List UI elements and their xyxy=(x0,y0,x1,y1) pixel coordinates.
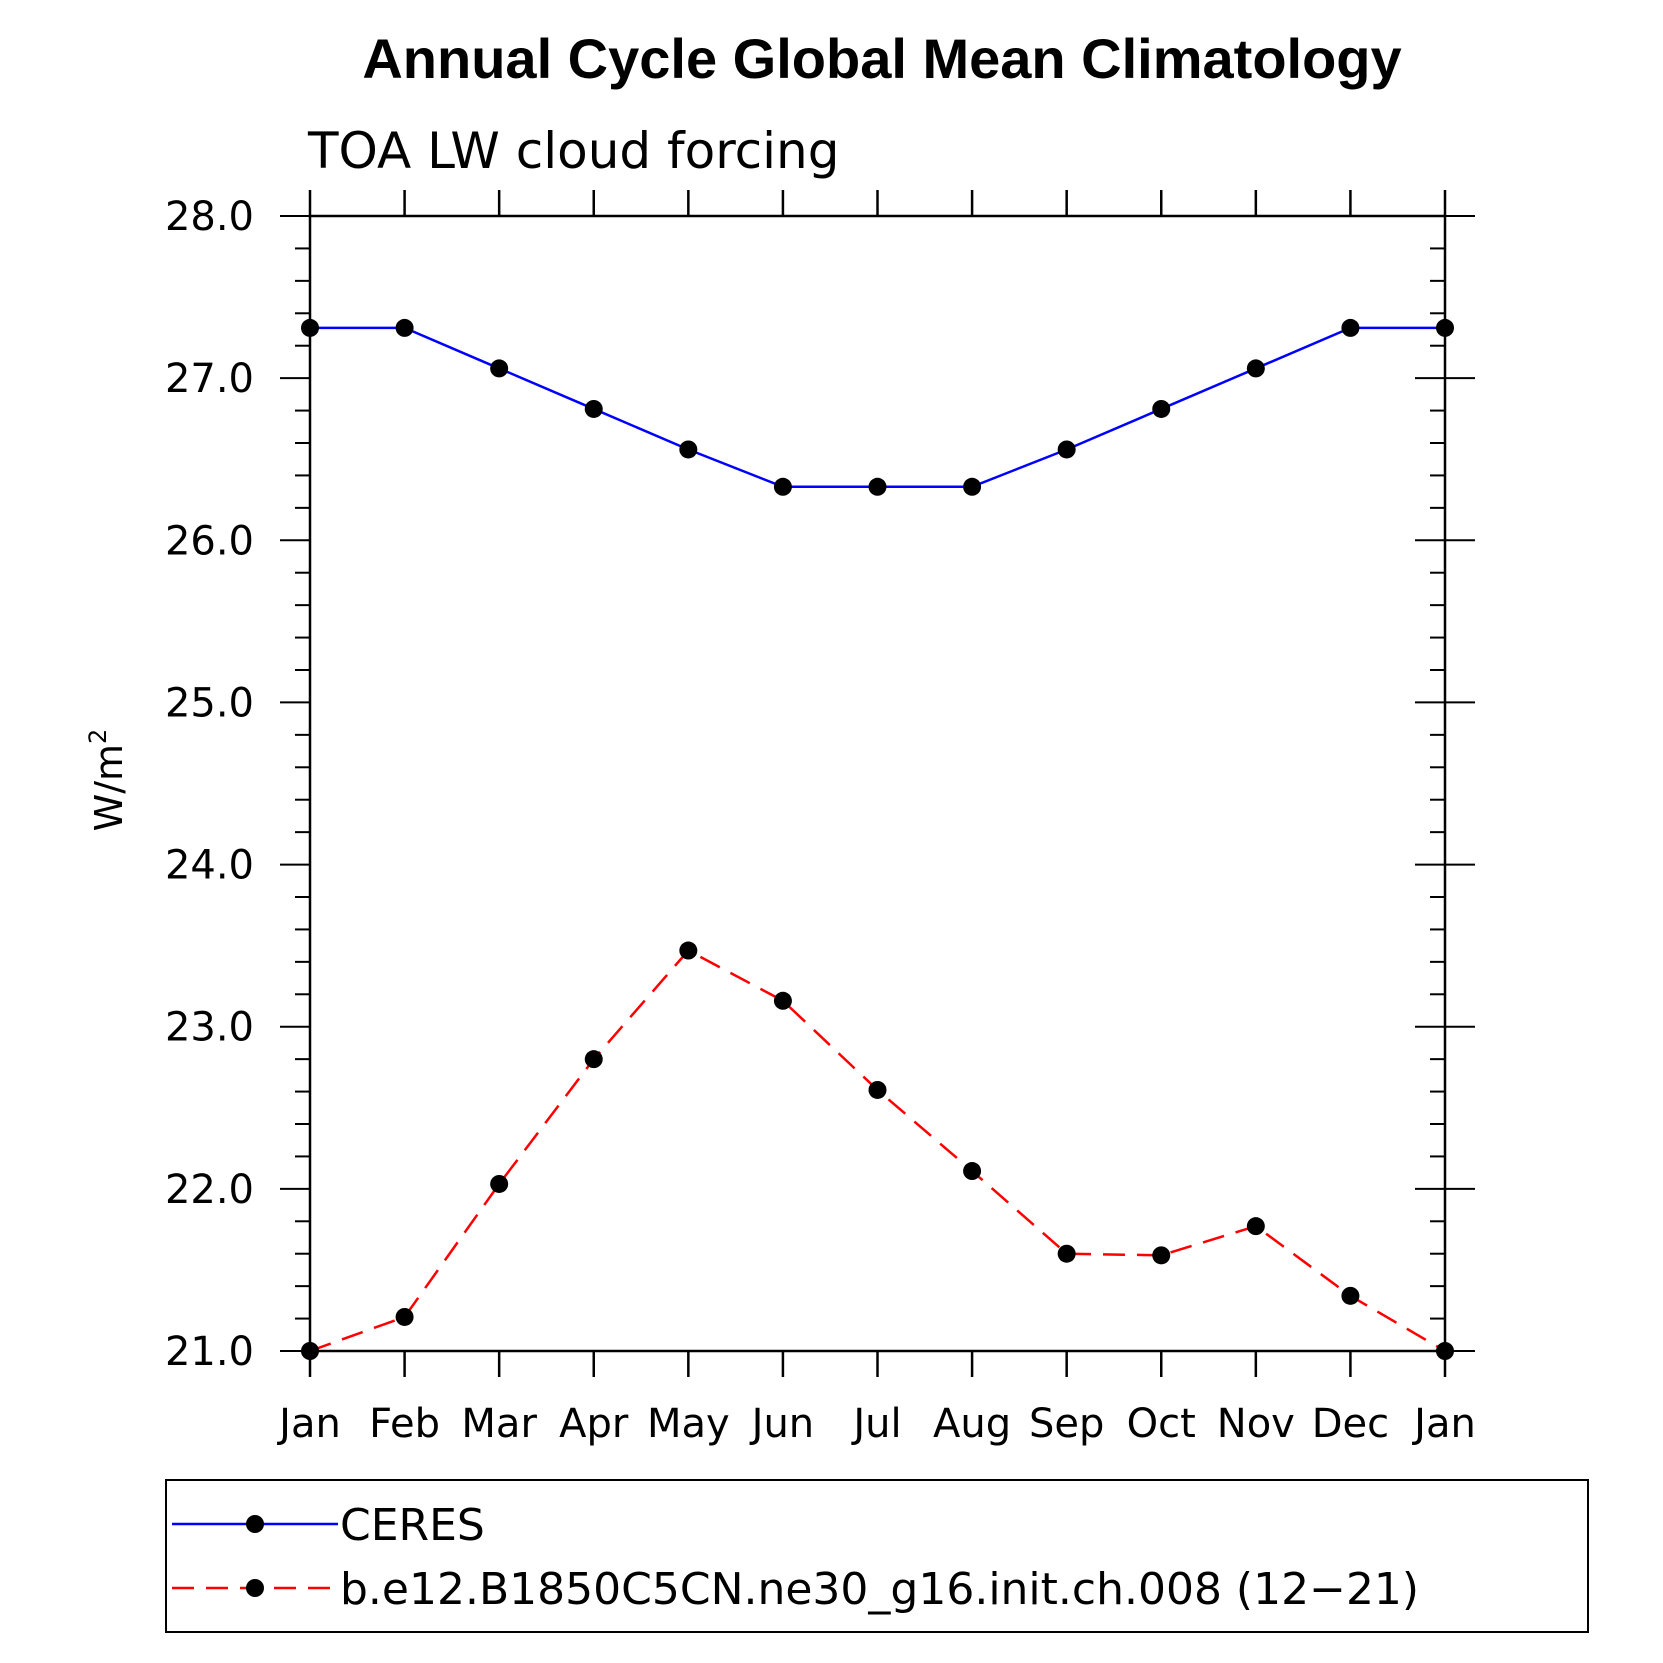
svg-text:W/m2: W/m2 xyxy=(84,729,131,832)
chart-title: Annual Cycle Global Mean Climatology xyxy=(362,27,1401,90)
data-point xyxy=(490,359,509,378)
data-point xyxy=(1436,1342,1454,1360)
y-tick-label: 28.0 xyxy=(165,194,254,240)
data-point xyxy=(868,1080,887,1099)
x-tick-label: Aug xyxy=(933,1401,1011,1447)
data-point xyxy=(490,1174,509,1193)
data-point xyxy=(395,1307,414,1326)
data-point xyxy=(1057,1244,1076,1263)
series-1 xyxy=(301,318,1454,496)
data-point xyxy=(963,477,982,496)
chart-subtitle: TOA LW cloud forcing xyxy=(307,122,839,180)
x-tick-label: Feb xyxy=(369,1401,440,1447)
y-tick-label: 25.0 xyxy=(165,680,254,726)
data-point xyxy=(1246,1217,1265,1236)
data-point xyxy=(1152,399,1171,418)
legend-box xyxy=(165,1479,1589,1633)
series-line xyxy=(310,326,1445,489)
data-point xyxy=(1436,318,1454,337)
data-point xyxy=(679,440,698,459)
legend-label: b.e12.B1850C5CN.ne30_g16.init.ch.008 (12… xyxy=(340,1564,1419,1615)
x-tick-label: Jun xyxy=(749,1401,815,1447)
plot-area-frame xyxy=(308,214,1447,1353)
legend-entries: CERES b.e12.B1850C5CN.ne30_g16.init.ch.00… xyxy=(172,1500,1419,1615)
legend-marker xyxy=(246,1515,264,1533)
data-point xyxy=(679,941,698,960)
x-tick-label: Oct xyxy=(1127,1401,1196,1447)
data-point xyxy=(1152,1246,1171,1265)
y-tick-label: 22.0 xyxy=(165,1167,254,1213)
data-point xyxy=(584,399,603,418)
legend: CERES b.e12.B1850C5CN.ne30_g16.init.ch.00… xyxy=(165,1479,1589,1633)
y-axis-title: W/m2 xyxy=(84,729,131,832)
y-axis-label: W/m xyxy=(87,744,131,831)
x-tick-label: Jul xyxy=(850,1401,901,1447)
legend-label: CERES xyxy=(340,1500,485,1551)
data-point xyxy=(301,1342,319,1360)
y-tick-label: 27.0 xyxy=(165,356,254,402)
data-point xyxy=(1341,318,1360,337)
y-tick-label: 23.0 xyxy=(165,1005,254,1051)
data-point xyxy=(301,318,319,337)
x-tick-label: Nov xyxy=(1217,1401,1295,1447)
data-point xyxy=(868,477,887,496)
y-tick-label: 21.0 xyxy=(165,1329,254,1375)
series-line xyxy=(309,948,1446,1353)
x-tick-label: May xyxy=(647,1401,730,1447)
x-tick-labels: Jan Feb Mar Apr May Jun Jul Aug Sep Oct Nov Dec Jan xyxy=(276,1401,1476,1447)
x-tick-label: Apr xyxy=(559,1401,629,1447)
series-layer xyxy=(301,318,1454,1360)
data-point xyxy=(963,1162,982,1181)
x-tick-label: Mar xyxy=(461,1401,537,1447)
y-tick-label: 26.0 xyxy=(165,518,254,564)
y-tick-labels: 21.0 22.0 23.0 24.0 25.0 26.0 27.0 28.0 xyxy=(165,194,254,1375)
data-point xyxy=(773,477,792,496)
data-point xyxy=(1057,440,1076,459)
legend-marker xyxy=(246,1579,264,1597)
axis-ticks xyxy=(280,190,1475,1377)
x-tick-label: Jan xyxy=(1411,1401,1476,1447)
data-point xyxy=(1246,359,1265,378)
data-point xyxy=(584,1050,603,1069)
data-point xyxy=(1341,1286,1360,1305)
data-point xyxy=(773,991,792,1010)
x-tick-label: Sep xyxy=(1029,1401,1104,1447)
data-point xyxy=(395,318,414,337)
y-axis-label-superscript: 2 xyxy=(84,729,112,744)
y-tick-label: 24.0 xyxy=(165,843,254,889)
x-tick-label: Dec xyxy=(1312,1401,1389,1447)
x-tick-label: Jan xyxy=(276,1401,341,1447)
series-2 xyxy=(301,941,1454,1360)
